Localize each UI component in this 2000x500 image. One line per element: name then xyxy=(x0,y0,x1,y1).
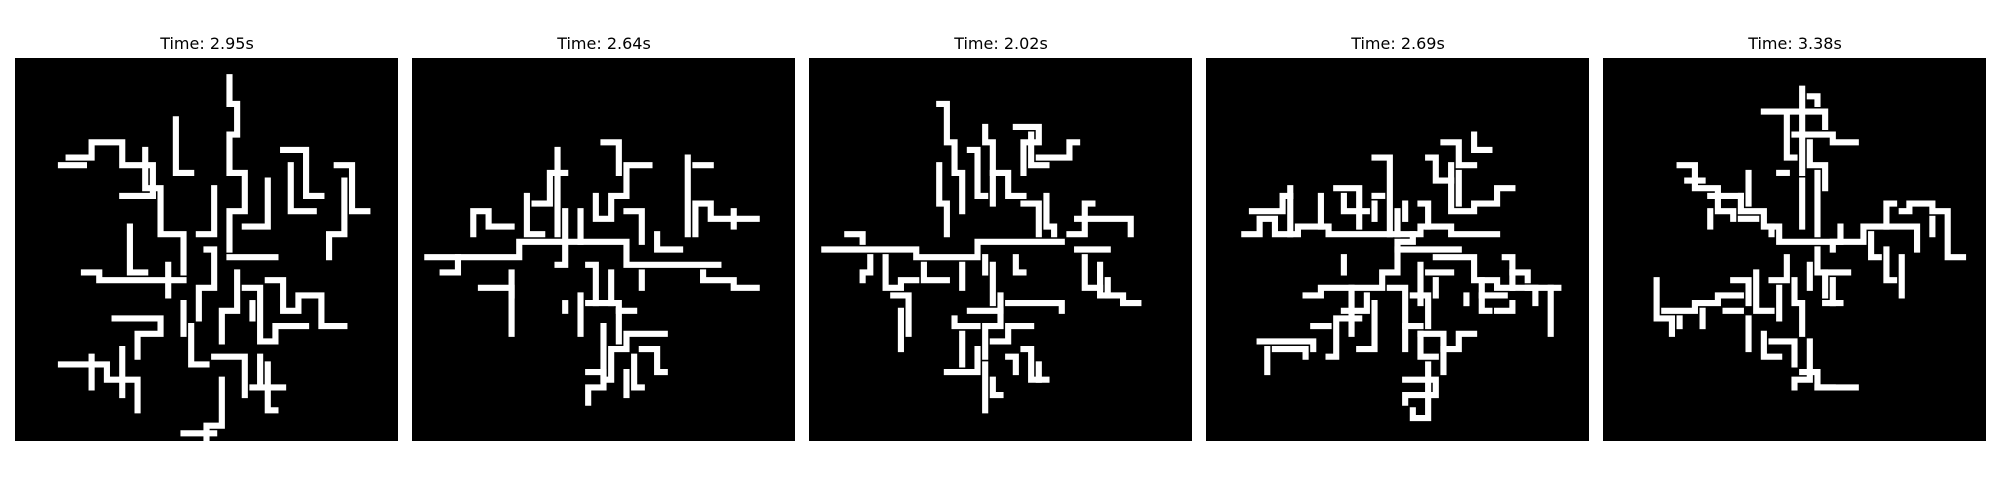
panel-1: Time: 2.95s xyxy=(15,30,399,441)
aggregate-image xyxy=(1603,58,1986,441)
aggregate-image xyxy=(809,58,1192,441)
panel-2: Time: 2.64s xyxy=(412,30,796,441)
aggregate-image xyxy=(412,58,795,441)
panel-title: Time: 2.69s xyxy=(1351,34,1445,53)
panel-title: Time: 2.02s xyxy=(954,34,1048,53)
aggregate-image xyxy=(1206,58,1589,441)
panel-4: Time: 2.69s xyxy=(1206,30,1590,441)
panel-5: Time: 3.38s xyxy=(1603,30,1987,441)
aggregate-image xyxy=(15,58,398,441)
panel-title: Time: 2.95s xyxy=(160,34,254,53)
panel-title: Time: 3.38s xyxy=(1748,34,1842,53)
panel-3: Time: 2.02s xyxy=(809,30,1193,441)
panel-title: Time: 2.64s xyxy=(557,34,651,53)
